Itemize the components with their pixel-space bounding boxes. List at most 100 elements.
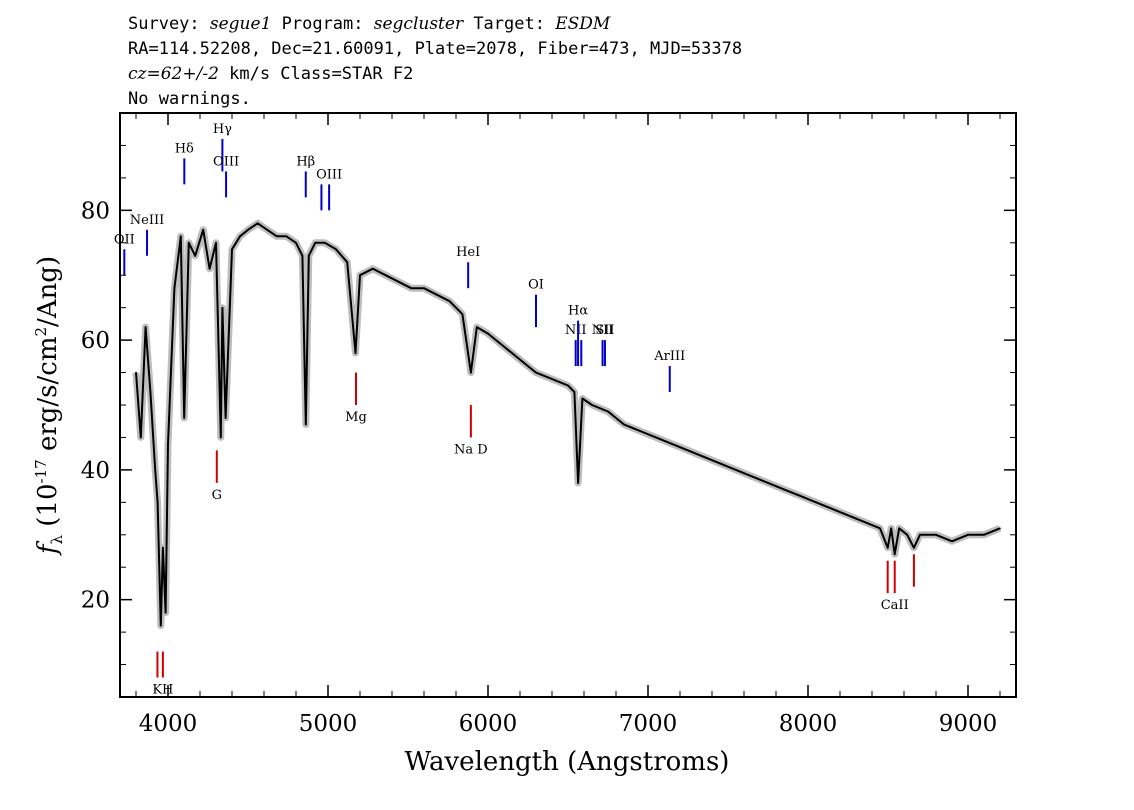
x-tick-label: 4000 (139, 711, 198, 737)
spectrum-point (535, 371, 537, 374)
spectrum-point (220, 436, 222, 439)
spectrum-point (519, 358, 521, 361)
spectrum-point (266, 229, 269, 231)
emission-line-label: OIII (213, 154, 239, 169)
x-axis-title: Wavelength (Angstroms) (405, 747, 730, 777)
spectrum-point (577, 482, 579, 484)
spectrum-point (239, 235, 241, 238)
spectrum-point (951, 540, 953, 543)
spectrum-point (215, 242, 217, 244)
emission-line-label: OIII (316, 167, 342, 182)
x-tick-label: 6000 (459, 711, 518, 737)
absorption-line-label: Na D (454, 442, 488, 457)
spectrum-point (893, 553, 896, 555)
program-label: Program: (271, 14, 373, 34)
spectrum-point (423, 287, 425, 290)
spectrum-point (256, 222, 259, 225)
spectrum-point (301, 255, 304, 257)
spectrum-point (140, 436, 142, 439)
emission-line-label: NII (592, 323, 614, 338)
spectrum-point (799, 495, 801, 497)
spectrum-point (194, 255, 196, 257)
spectrum-point (551, 378, 553, 380)
spectrum-point (346, 261, 349, 264)
spectrum-point (144, 326, 147, 328)
spectrum-point (863, 521, 865, 523)
header-line-4: No warnings. (128, 89, 251, 109)
x-tick-label: 9000 (939, 711, 998, 737)
spectrum-point (767, 482, 769, 484)
target-value: ESDM (554, 14, 611, 34)
emission-line-label: SII (595, 323, 614, 338)
spectrum-point (967, 534, 969, 536)
spectrum-point (671, 443, 673, 445)
spectrum-point (487, 332, 489, 335)
spectrum-point (180, 235, 182, 238)
spectrum-point (687, 449, 689, 452)
spectrum-point (751, 475, 753, 478)
spectrum-point (202, 229, 204, 231)
target-label: Target: (463, 14, 555, 34)
spectrum-point (372, 267, 374, 270)
spectrum-point (224, 417, 227, 419)
y-tick-label: 40 (81, 458, 110, 484)
spectrum-point (567, 384, 569, 387)
spectrum-point (581, 397, 584, 400)
spectrum-error-band (132, 219, 1002, 630)
spectrum-point (164, 611, 167, 614)
x-tick-label: 8000 (779, 711, 838, 737)
spectrum-point (308, 255, 310, 257)
spectrum-point (359, 274, 361, 277)
spectrum-point (898, 527, 900, 530)
spectrum-point (167, 443, 169, 445)
spectrum-point (188, 242, 190, 244)
spectrum-point (719, 462, 721, 465)
spectrum-point (607, 410, 609, 413)
absorption-line-label: KH (152, 683, 173, 698)
spectrum-point (314, 242, 317, 244)
spectrum-point (935, 534, 937, 536)
header-line-2: RA=114.52208, Dec=21.60091, Plate=2078, … (128, 39, 742, 59)
emission-line-label: HeI (456, 245, 480, 260)
y-axis-title-lambda: λ (48, 534, 66, 544)
spectrum-point (623, 423, 625, 426)
spectrum-point (655, 436, 657, 439)
spectrum-point (335, 248, 337, 251)
emission-line-label: OII (114, 232, 135, 247)
y-axis-title-close: /Ang) (33, 256, 63, 327)
spectrum-point (470, 371, 472, 374)
survey-label: Survey: (128, 14, 210, 34)
spectrum-point (324, 242, 326, 244)
spectrum-point (276, 235, 278, 238)
header-line-1: Survey: segue1 Program: segcluster Targe… (128, 14, 611, 34)
spectrum-point (913, 547, 915, 549)
emission-line-label: Hδ (175, 141, 194, 156)
axis-ticks: 4000 5000 6000 7000 8000 9000 20 40 60 80 (81, 113, 1016, 737)
y-axis-title-exp2: 2 (32, 327, 50, 337)
spectrum-point (503, 345, 505, 348)
y-tick-label: 80 (81, 198, 110, 224)
spectrum-point (999, 527, 1001, 530)
spectrum-point (461, 313, 464, 316)
absorption-line-label: CaII (881, 598, 909, 613)
spectrum-point (919, 534, 921, 536)
spectrum-point (135, 371, 137, 374)
y-axis-title-open: (10 (33, 483, 63, 535)
spectrum-point (354, 352, 357, 354)
spectrum-point (162, 547, 164, 549)
spectrum-point (154, 469, 156, 471)
emission-line-label: NeIII (130, 213, 164, 228)
emission-line-label: Hβ (296, 154, 315, 169)
spectrum-point (173, 287, 176, 290)
redshift-value: cz=62+/-2 (128, 64, 219, 84)
absorption-line-label: Mg (345, 410, 367, 425)
spectrum-point (208, 267, 211, 270)
spectrum-point (231, 248, 233, 251)
spectrum-flux-line (135, 222, 1001, 627)
spectrum-point (436, 293, 438, 296)
spectrum-point (906, 534, 908, 536)
program-value: segcluster (374, 14, 464, 34)
spectrum-point (573, 391, 576, 393)
